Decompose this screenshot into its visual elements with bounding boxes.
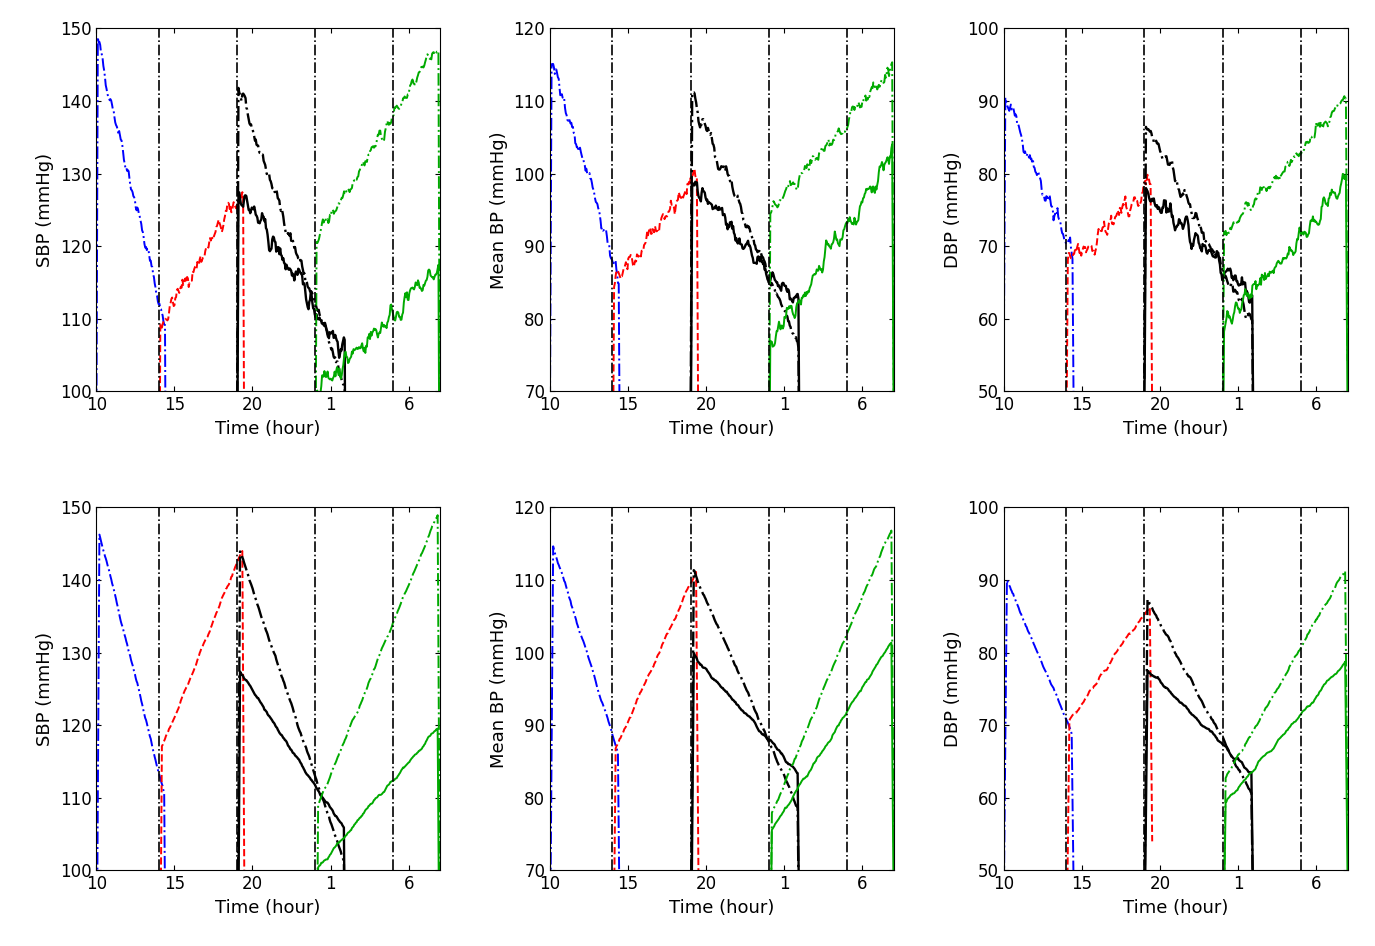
Y-axis label: Mean BP (mmHg): Mean BP (mmHg): [490, 610, 507, 768]
X-axis label: Time (hour): Time (hour): [1123, 420, 1228, 438]
Y-axis label: SBP (mmHg): SBP (mmHg): [36, 152, 54, 267]
X-axis label: Time (hour): Time (hour): [216, 899, 320, 917]
Y-axis label: DBP (mmHg): DBP (mmHg): [943, 151, 961, 268]
X-axis label: Time (hour): Time (hour): [216, 420, 320, 438]
X-axis label: Time (hour): Time (hour): [670, 420, 774, 438]
Y-axis label: Mean BP (mmHg): Mean BP (mmHg): [490, 131, 507, 289]
X-axis label: Time (hour): Time (hour): [1123, 899, 1228, 917]
X-axis label: Time (hour): Time (hour): [670, 899, 774, 917]
Y-axis label: DBP (mmHg): DBP (mmHg): [943, 631, 961, 747]
Y-axis label: SBP (mmHg): SBP (mmHg): [36, 632, 54, 746]
